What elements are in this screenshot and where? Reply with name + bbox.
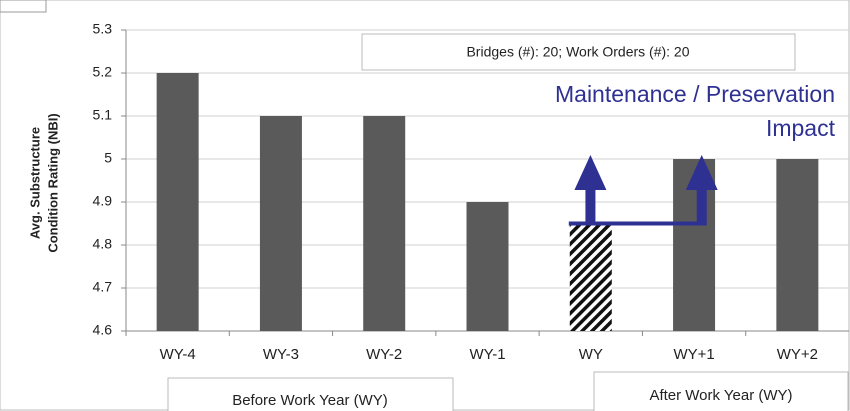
group-box	[593, 371, 849, 411]
bar	[156, 73, 199, 331]
y-tick-label: 5.2	[93, 64, 113, 80]
y-tick-label: 4.7	[93, 279, 113, 295]
x-tick-label: WY+2	[777, 346, 818, 363]
x-tick-label: WY-4	[160, 346, 196, 363]
bar	[259, 116, 302, 331]
x-tick-label: WY+1	[673, 346, 714, 363]
bar	[569, 223, 612, 331]
impact-annotation: Maintenance / Preservation	[555, 81, 835, 107]
group-box	[167, 377, 454, 411]
y-tick-label: 5	[104, 150, 112, 166]
corner-box	[0, 0, 47, 13]
impact-arrow-shaft	[585, 188, 596, 226]
y-tick-label: 4.8	[93, 236, 113, 252]
x-tick-label: WY-1	[469, 346, 505, 363]
y-tick-label: 5.1	[93, 107, 113, 123]
impact-arrow-head	[685, 155, 718, 190]
counts-annotation: Bridges (#): 20; Work Orders (#): 20	[466, 44, 689, 60]
y-axis-label: Condition Rating (NBI)	[45, 113, 60, 252]
x-tick-label: WY-3	[263, 346, 299, 363]
counts-box	[361, 33, 796, 71]
impact-arrow-shaft	[696, 188, 707, 226]
impact-arrow-head	[574, 155, 607, 190]
x-tick-label: WY-2	[366, 346, 402, 363]
group-label: Before Work Year (WY)	[232, 392, 388, 409]
impact-annotation: Impact	[766, 115, 836, 141]
group-label: After Work Year (WY)	[649, 387, 792, 404]
y-tick-label: 4.6	[93, 322, 113, 338]
y-tick-label: 4.9	[93, 193, 113, 209]
y-tick-label: 5.3	[93, 21, 113, 37]
bar	[776, 159, 819, 331]
y-axis-label: Avg. Substructure	[27, 127, 42, 239]
bar	[466, 202, 509, 331]
bar	[363, 116, 406, 331]
x-tick-label: WY	[579, 346, 603, 363]
